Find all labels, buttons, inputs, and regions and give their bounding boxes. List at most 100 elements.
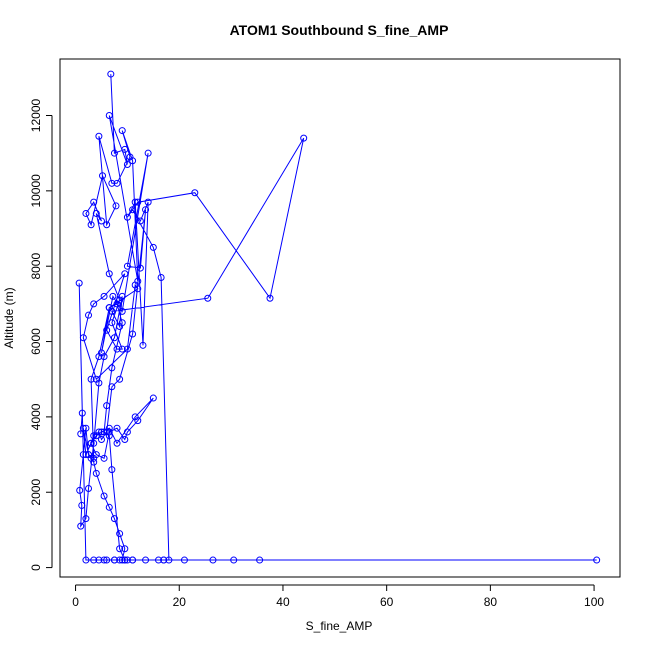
data-point — [87, 375, 95, 383]
y-axis: 0 2000 4000 6000 8000 10000 12000 — [29, 99, 53, 571]
data-point — [256, 556, 264, 564]
data-point — [92, 469, 100, 477]
data-point — [77, 522, 85, 530]
data-point — [139, 341, 147, 349]
data-point — [123, 556, 131, 564]
y-tick-label: 12000 — [29, 99, 43, 133]
data-point — [230, 556, 238, 564]
x-tick-label: 0 — [72, 595, 79, 609]
data-point — [112, 202, 120, 210]
data-point — [97, 428, 105, 436]
chart-title: ATOM1 Southbound S_fine_AMP — [230, 22, 449, 38]
data-point — [129, 556, 137, 564]
data-point — [97, 435, 105, 443]
x-tick-label: 80 — [484, 595, 498, 609]
data-point — [116, 556, 124, 564]
x-tick-label: 40 — [276, 595, 290, 609]
data-point — [108, 307, 116, 315]
data-point — [113, 179, 121, 187]
data-point — [157, 274, 165, 282]
data-point — [103, 556, 111, 564]
data-point — [121, 545, 129, 553]
x-tick-label: 100 — [584, 595, 604, 609]
y-tick-label: 4000 — [29, 403, 43, 430]
data-point — [76, 486, 84, 494]
data-point — [90, 432, 98, 440]
y-tick-label: 6000 — [29, 328, 43, 355]
data-point — [123, 213, 131, 221]
data-point — [116, 375, 124, 383]
data-point — [110, 334, 118, 342]
data-point — [95, 379, 103, 387]
data-point — [103, 221, 111, 229]
data-point — [105, 270, 113, 278]
data-point — [108, 383, 116, 391]
data-point — [123, 262, 131, 270]
data-point — [121, 270, 129, 278]
data-point — [90, 300, 98, 308]
data-point — [103, 402, 111, 410]
x-axis-label: S_fine_AMP — [306, 619, 373, 633]
data-point — [105, 112, 113, 120]
data-point — [118, 292, 126, 300]
x-tick-label: 20 — [173, 595, 187, 609]
x-axis: 0 20 40 60 80 100 — [72, 584, 604, 609]
data-point — [204, 294, 212, 302]
data-point — [90, 198, 98, 206]
data-point — [144, 149, 152, 157]
data-point — [103, 326, 111, 334]
series-points — [75, 70, 601, 564]
data-point — [100, 492, 108, 500]
data-point — [82, 451, 90, 459]
data-point — [79, 424, 87, 432]
data-point — [266, 294, 274, 302]
data-point — [131, 413, 139, 421]
data-point — [123, 160, 131, 168]
data-point — [131, 198, 139, 206]
data-point — [77, 430, 85, 438]
data-point — [149, 243, 157, 251]
data-point — [78, 409, 86, 417]
data-point — [79, 451, 87, 459]
data-point — [123, 428, 131, 436]
series-line — [78, 74, 597, 561]
data-point — [116, 322, 124, 330]
data-point — [142, 556, 150, 564]
data-point — [87, 439, 95, 447]
data-point — [108, 364, 116, 372]
data-point — [116, 545, 124, 553]
data-point — [85, 311, 93, 319]
data-point — [180, 556, 188, 564]
data-point — [165, 556, 173, 564]
data-point — [123, 345, 131, 353]
data-point — [100, 556, 108, 564]
data-point — [300, 134, 308, 142]
data-point — [105, 424, 113, 432]
data-point — [110, 149, 118, 157]
y-axis-label: Altitude (m) — [2, 287, 16, 348]
data-point — [134, 285, 142, 293]
data-point — [144, 198, 152, 206]
data-point — [109, 292, 117, 300]
data-point — [90, 556, 98, 564]
data-point — [593, 556, 601, 564]
data-point — [191, 189, 199, 197]
data-point — [134, 198, 142, 206]
data-point — [113, 345, 121, 353]
data-point — [155, 556, 163, 564]
data-point — [116, 530, 124, 538]
data-point — [113, 439, 121, 447]
data-point — [105, 503, 113, 511]
data-point — [110, 515, 118, 523]
data-point — [108, 466, 116, 474]
data-point — [95, 353, 103, 361]
data-point — [126, 153, 134, 161]
data-point — [129, 206, 137, 214]
data-point — [75, 279, 83, 287]
data-point — [121, 145, 129, 153]
data-point — [107, 70, 115, 78]
data-point — [113, 424, 121, 432]
data-point — [142, 206, 150, 214]
data-point — [121, 556, 129, 564]
data-point — [100, 428, 108, 436]
